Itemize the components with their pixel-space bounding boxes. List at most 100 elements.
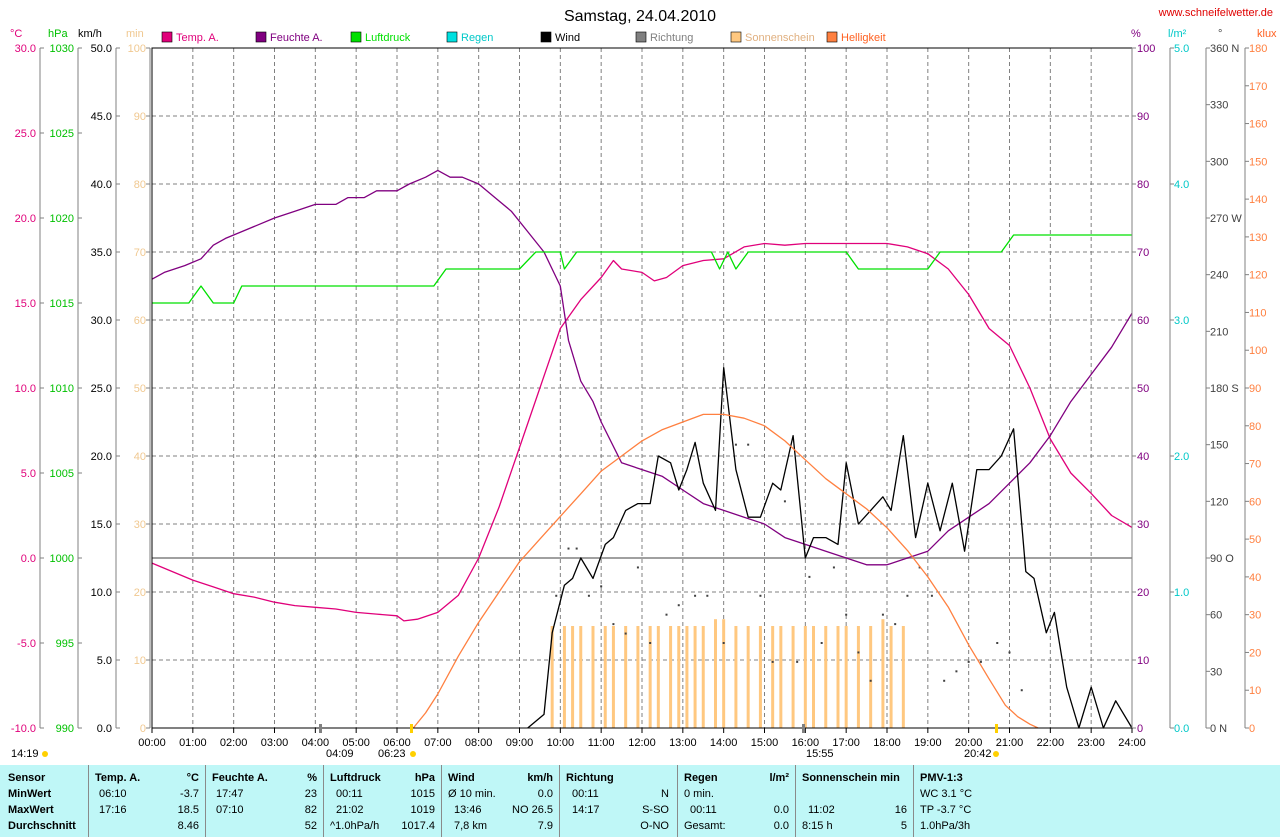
temp-axis-tick-label-2: 20.0 — [15, 213, 36, 225]
sunshine-bar-31 — [881, 619, 885, 728]
sunshine-bar-5 — [603, 626, 607, 728]
sunshine-bar-21 — [771, 626, 775, 728]
rain-max-time: 00:11 — [690, 804, 717, 816]
stats-table: Sensor MinWert MaxWert Durchschnitt Temp… — [0, 765, 1280, 837]
x-tick-label-19: 19:00 — [914, 737, 942, 749]
legend-swatch-0 — [161, 31, 173, 43]
temp-axis-tick-label-7: -5.0 — [17, 638, 36, 650]
series-line-temp-a- — [151, 242, 1133, 622]
sunshine-bar-6 — [611, 626, 615, 728]
legend-label-6: Sonnenschein — [745, 32, 815, 44]
legend-label-7: Helligkeit — [841, 32, 886, 44]
temp-max-value: 18.5 — [177, 804, 199, 816]
direction-axis-tick-label-2: 300 — [1210, 156, 1228, 168]
avg-label: Durchschnitt — [8, 820, 76, 832]
sunset-label: 20:42 — [964, 748, 992, 760]
axes: 30.025.020.015.010.05.00.0-5.0-10.010301… — [11, 43, 1267, 735]
x-tick-label-7: 07:00 — [424, 737, 452, 749]
x-tick-label-18: 18:00 — [873, 737, 901, 749]
sunshine-bar-22 — [779, 626, 783, 728]
sunset-dot — [993, 751, 999, 757]
pressure-header: Luftdruck — [330, 772, 381, 784]
direction-axis-tick-label-9: 90 O — [1210, 553, 1234, 565]
sunshine-bar-23 — [791, 626, 795, 728]
rain-duration: 0 min. — [684, 788, 714, 800]
humidity-min-time: 17:47 — [216, 788, 244, 800]
wind-axis-tick-label-8: 10.0 — [91, 587, 112, 599]
sunshine-bar-13 — [685, 626, 689, 728]
pressure-min-value: 1015 — [410, 788, 435, 800]
sun-axis-tick-label-3: 70 — [134, 247, 146, 259]
sunshine-bar-17 — [722, 619, 726, 728]
legend-label-5: Richtung — [650, 32, 693, 44]
direction-axis-tick-label-6: 180 S — [1210, 383, 1239, 395]
sun-axis-tick-label-1: 90 — [134, 111, 146, 123]
direction-dot-31 — [943, 679, 946, 682]
x-tick-label-6: 06:00 — [383, 737, 411, 749]
wind-axis-tick-label-10: 0.0 — [97, 723, 112, 735]
legend-label-1: Feuchte A. — [270, 32, 323, 44]
site-url: www.schneifelwetter.de — [1158, 7, 1273, 19]
pressure-min-time: 00:11 — [336, 788, 363, 800]
pmv-header: PMV-1:3 — [920, 772, 963, 784]
direction-max-time: 14:17 — [572, 804, 600, 816]
lux-axis-tick-label-17: 10 — [1249, 685, 1261, 697]
direction-header: Richtung — [566, 772, 614, 784]
lux-axis-tick-label-16: 20 — [1249, 647, 1261, 659]
stats-col-temp: Temp. A. °C 06:10 -3.7 17:16 18.5 8.46 — [89, 765, 205, 837]
pressure-axis-tick-label-7: 995 — [56, 638, 74, 650]
direction-dot-28 — [906, 594, 909, 597]
lux-axis-tick-label-6: 120 — [1249, 270, 1267, 282]
pressure-max-value: 1019 — [410, 804, 435, 816]
rain-unit: l/m² — [769, 772, 789, 784]
direction-dot-1 — [567, 547, 570, 550]
direction-dot-22 — [832, 566, 835, 569]
high-time-label: 15:55 — [806, 748, 834, 760]
sunshine-bar-4 — [591, 626, 595, 728]
sun-total: 8:15 h — [802, 820, 833, 832]
lux-axis-tick-label-10: 80 — [1249, 421, 1261, 433]
legend-label-3: Regen — [461, 32, 493, 44]
direction-axis-tick-label-8: 120 — [1210, 496, 1228, 508]
sun-axis-tick-label-9: 10 — [134, 655, 146, 667]
rain-header: Regen — [684, 772, 718, 784]
direction-dot-5 — [612, 623, 615, 626]
stats-col-sensor: Sensor MinWert MaxWert Durchschnitt — [0, 765, 88, 837]
direction-axis-tick-label-11: 30 — [1210, 666, 1222, 678]
direction-dot-4 — [600, 585, 603, 588]
x-tick-label-14: 14:00 — [710, 737, 738, 749]
pressure-axis-tick-label-1: 1025 — [50, 128, 74, 140]
x-tick-label-9: 09:00 — [506, 737, 534, 749]
direction-dot-26 — [881, 613, 884, 616]
rain-axis-tick-label-2: 3.0 — [1174, 315, 1189, 327]
lux-axis-tick-label-15: 30 — [1249, 610, 1261, 622]
lux-axis-tick-label-3: 150 — [1249, 156, 1267, 168]
grid — [152, 48, 1132, 728]
lux-axis-tick-label-14: 40 — [1249, 572, 1261, 584]
humidity-axis-tick-label-2: 80 — [1137, 179, 1149, 191]
wind-interval: Ø 10 min. — [448, 788, 496, 800]
wind-axis-tick-label-2: 40.0 — [91, 179, 112, 191]
direction-dot-14 — [734, 443, 737, 446]
temp-axis-tick-label-5: 5.0 — [21, 468, 36, 480]
rain-total: 0.0 — [773, 820, 789, 832]
sun-markers: 04:09 06:23 15:55 20:42 14:19 — [11, 724, 999, 760]
temp-header: Temp. A. — [95, 772, 141, 784]
sunshine-bar-12 — [677, 626, 681, 728]
direction-dot-36 — [1008, 651, 1011, 654]
rain-max-value: 0.0 — [773, 804, 789, 816]
pmv-trend: 1.0hPa/3h — [920, 820, 971, 832]
series-line-helligkeit — [412, 413, 1039, 729]
unit-label-6: ° — [1218, 28, 1222, 40]
direction-dot-21 — [820, 642, 823, 644]
series-line-luftdruck — [152, 234, 1132, 304]
direction-axis-tick-label-4: 240 — [1210, 270, 1228, 282]
sunshine-bar-10 — [656, 626, 660, 728]
x-tick-label-4: 04:00 — [302, 737, 330, 749]
sunshine-bar-15 — [701, 626, 705, 728]
legend-label-2: Luftdruck — [365, 32, 411, 44]
x-tick-label-21: 21:00 — [996, 737, 1024, 749]
direction-dot-25 — [869, 679, 872, 682]
temp-axis-tick-label-1: 25.0 — [15, 128, 36, 140]
x-tick-label-20: 20:00 — [955, 737, 983, 749]
